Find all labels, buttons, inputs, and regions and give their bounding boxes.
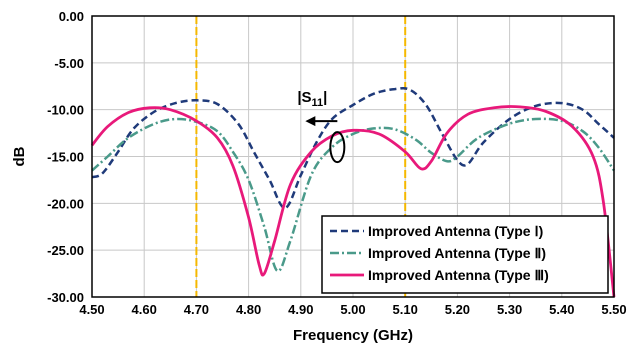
x-tick-label-0: 4.50: [79, 302, 104, 317]
x-tick-label-3: 4.80: [236, 302, 261, 317]
y-tick-label-6: -30.00: [47, 290, 84, 305]
ellipse-icon: [329, 131, 346, 164]
legend-label-1: Improved Antenna (Type Ⅱ): [368, 245, 546, 261]
s11-label: |S11|: [297, 89, 327, 109]
s11-label-sub: 11: [312, 97, 324, 109]
legend-label-2: Improved Antenna (Type Ⅲ): [368, 267, 549, 283]
x-tick-label-2: 4.70: [184, 302, 209, 317]
s11-annotation: |S11|: [297, 89, 346, 164]
y-tick-label-0: 0.00: [59, 9, 84, 24]
y-axis-label: dB: [11, 146, 28, 166]
x-tick-label-5: 5.00: [340, 302, 365, 317]
y-tick-label-1: -5.00: [54, 56, 84, 71]
x-tick-label-7: 5.20: [445, 302, 470, 317]
series-line-0: [91, 87, 615, 210]
x-tick-label-6: 5.10: [393, 302, 418, 317]
legend-label-0: Improved Antenna (Type Ⅰ): [368, 223, 543, 239]
s11-label-end: |: [323, 89, 327, 106]
plot-frame: [91, 15, 615, 298]
x-tick-label-1: 4.60: [132, 302, 157, 317]
x-tick-label-8: 5.30: [497, 302, 522, 317]
legend-box: [321, 215, 609, 294]
x-tick-label-4: 4.90: [288, 302, 313, 317]
legend: Improved Antenna (Type Ⅰ) Improved Antenn…: [321, 215, 609, 294]
s11-label-main: |S: [297, 89, 311, 106]
series-line-1: [91, 117, 616, 273]
x-tick-labels: 4.50 4.60 4.70 4.80 4.90 5.00 5.10 5.20 5.30 5.40…: [79, 302, 626, 317]
x-tick-label-9: 5.40: [549, 302, 574, 317]
x-axis-label: Frequency (GHz): [293, 327, 413, 344]
y-tick-label-5: -25.00: [47, 243, 84, 258]
y-tick-labels: 0.00 -5.00 -10.00 -15.00 -20.00 -25.00 -30.00: [47, 9, 84, 305]
y-tick-label-2: -10.00: [47, 103, 84, 118]
y-tick-label-4: -20.00: [47, 196, 84, 211]
y-tick-label-3: -15.00: [47, 150, 84, 165]
arrowhead-icon: [305, 116, 316, 127]
x-tick-label-10: 5.50: [601, 302, 626, 317]
